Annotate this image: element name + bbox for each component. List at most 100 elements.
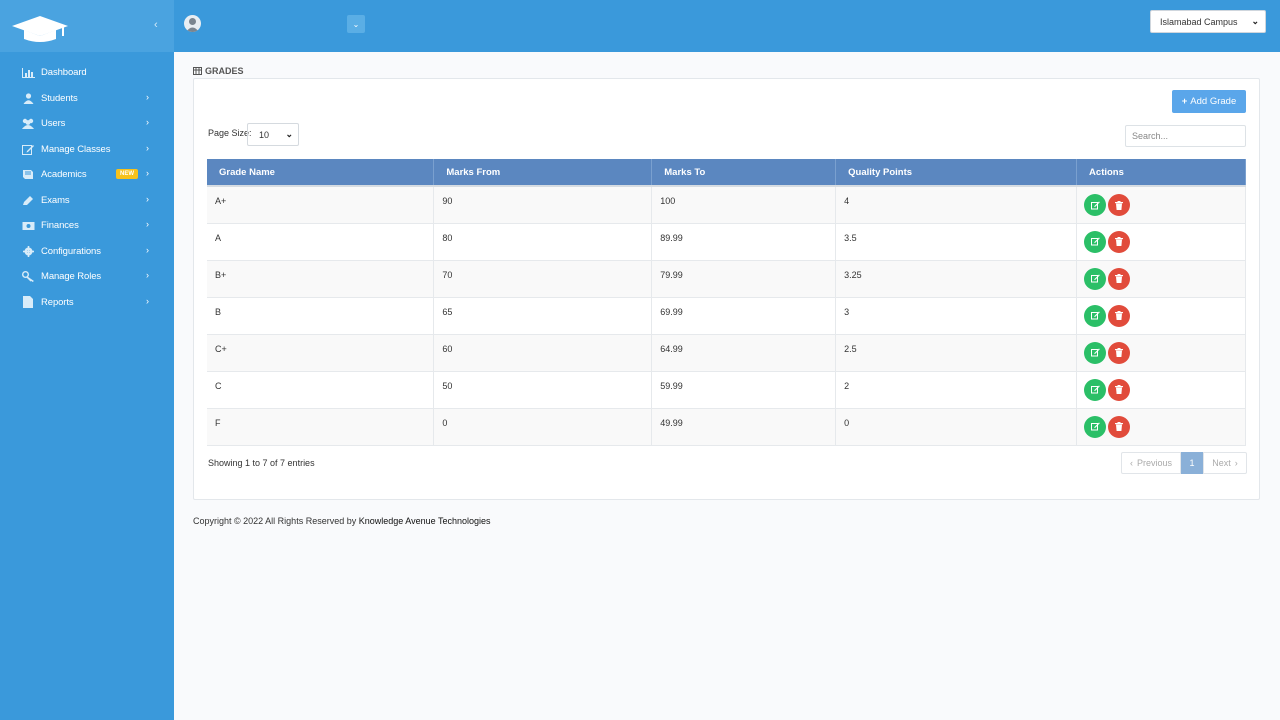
marks-from-cell: 60	[433, 334, 653, 372]
add-grade-label: Add Grade	[1190, 96, 1237, 107]
previous-label: Previous	[1136, 458, 1172, 468]
trash-icon	[1115, 274, 1124, 283]
edit-icon	[1090, 274, 1100, 283]
table-header-row: Grade Name Marks From Marks To Quality P…	[207, 159, 1246, 187]
sidebar-item-exams[interactable]: Exams ›	[0, 188, 174, 214]
sidebar-item-students[interactable]: Students ›	[0, 86, 174, 112]
sidebar-item-academics[interactable]: Academics NEW ›	[0, 162, 174, 188]
plus-icon: +	[1181, 96, 1188, 107]
gear-icon	[21, 245, 35, 257]
edit-grade-button[interactable]	[1084, 304, 1107, 327]
key-icon	[21, 271, 35, 283]
sidebar-item-label: Academics	[41, 169, 87, 181]
collapse-sidebar-icon[interactable]: ‹	[154, 19, 158, 31]
sidebar-item-label: Exams	[41, 194, 70, 206]
edit-grade-button[interactable]	[1084, 415, 1107, 438]
edit-grade-button[interactable]	[1084, 194, 1107, 216]
sidebar-item-finances[interactable]: Finances ›	[0, 213, 174, 239]
file-icon	[21, 296, 35, 309]
edit-grade-button[interactable]	[1084, 267, 1107, 290]
sidebar: ‹ Dashboard Students › Users › Manage Classes…	[0, 0, 174, 720]
marks-to-cell: 69.99	[651, 297, 837, 335]
quality-points-cell: 4	[835, 186, 1078, 224]
brand: ‹	[0, 0, 174, 52]
entries-info: Showing 1 to 7 of 7 entries	[208, 458, 315, 468]
edit-icon	[1090, 348, 1100, 357]
delete-grade-button[interactable]	[1108, 230, 1131, 253]
user-menu-dropdown-button[interactable]: ⌄	[347, 15, 365, 33]
previous-page-button[interactable]: ‹ Previous	[1121, 452, 1181, 474]
sidebar-item-manage-classes[interactable]: Manage Classes ›	[0, 137, 174, 163]
sidebar-item-dashboard[interactable]: Dashboard	[0, 60, 174, 86]
marks-from-cell: 90	[433, 186, 653, 224]
column-header-grade-name[interactable]: Grade Name	[207, 159, 435, 187]
table-row: C 50 59.99 2	[207, 371, 1246, 409]
pagination: ‹ Previous 1 Next ›	[1121, 452, 1247, 474]
page-number-button[interactable]: 1	[1181, 452, 1203, 474]
page-size-select[interactable]: 10 ⌄	[247, 123, 299, 146]
delete-grade-button[interactable]	[1108, 304, 1131, 327]
next-page-button[interactable]: Next ›	[1203, 452, 1247, 474]
chevron-down-icon: ⌄	[352, 19, 360, 29]
trash-icon	[1115, 237, 1124, 246]
chevron-right-icon: ›	[146, 295, 149, 306]
table-row: A 80 89.99 3.5	[207, 223, 1246, 261]
marks-to-cell: 100	[651, 186, 837, 224]
chevron-right-icon: ›	[146, 168, 149, 178]
sidebar-item-label: Finances	[41, 220, 79, 232]
grades-panel: + Add Grade Page Size: 10 ⌄ Grade Name M…	[193, 78, 1260, 500]
delete-grade-button[interactable]	[1108, 341, 1131, 364]
grades-table: Grade Name Marks From Marks To Quality P…	[207, 159, 1246, 446]
chevron-right-icon: ›	[146, 193, 149, 204]
sidebar-item-users[interactable]: Users ›	[0, 111, 174, 137]
sidebar-item-manage-roles[interactable]: Manage Roles ›	[0, 264, 174, 290]
edit-icon	[1090, 385, 1100, 394]
quality-points-cell: 3.25	[835, 260, 1078, 298]
edit-icon	[1090, 237, 1100, 246]
sidebar-item-configurations[interactable]: Configurations ›	[0, 239, 174, 265]
sidebar-item-label: Dashboard	[41, 67, 87, 79]
company-link[interactable]: Knowledge Avenue Technologies	[358, 516, 491, 526]
users-icon	[21, 118, 35, 130]
table-icon	[193, 67, 202, 75]
grades-table-body: A+ 90 100 4 A 80 89.99 3.5 B+ 70 79.99 3.25 B 65 69.99…	[207, 186, 1246, 446]
chevron-right-icon: ›	[1234, 458, 1238, 468]
delete-grade-button[interactable]	[1108, 378, 1131, 401]
marks-to-cell: 49.99	[651, 408, 837, 446]
grade-name-cell: F	[207, 408, 435, 446]
sidebar-item-label: Configurations	[41, 245, 101, 257]
actions-cell	[1076, 334, 1246, 372]
table-row: A+ 90 100 4	[207, 186, 1246, 224]
sidebar-item-reports[interactable]: Reports ›	[0, 290, 174, 316]
sidebar-item-label: Manage Classes	[41, 143, 111, 155]
table-row: B+ 70 79.99 3.25	[207, 260, 1246, 298]
grade-name-cell: B	[207, 297, 435, 335]
search-input[interactable]	[1125, 125, 1246, 147]
edit-grade-button[interactable]	[1084, 230, 1107, 253]
edit-icon	[1090, 422, 1100, 431]
trash-icon	[1115, 422, 1124, 431]
chevron-down-icon: ⌄	[1251, 16, 1259, 26]
quality-points-cell: 0	[835, 408, 1078, 446]
trash-icon	[1115, 311, 1124, 320]
campus-select-value: Islamabad Campus	[1160, 16, 1238, 27]
edit-icon	[1090, 201, 1100, 209]
chevron-right-icon: ›	[146, 219, 149, 229]
column-header-quality-points[interactable]: Quality Points	[835, 159, 1078, 187]
add-grade-button[interactable]: + Add Grade	[1172, 90, 1246, 113]
user-avatar[interactable]	[184, 15, 201, 32]
column-header-marks-to[interactable]: Marks To	[651, 159, 837, 187]
sidebar-item-label: Manage Roles	[41, 271, 102, 283]
delete-grade-button[interactable]	[1108, 267, 1131, 290]
edit-grade-button[interactable]	[1084, 378, 1107, 401]
marks-to-cell: 79.99	[651, 260, 837, 298]
graduation-cap-logo-icon[interactable]	[10, 14, 70, 47]
delete-grade-button[interactable]	[1108, 415, 1131, 438]
page-title: GRADES	[193, 66, 244, 76]
quality-points-cell: 3.5	[835, 223, 1078, 261]
delete-grade-button[interactable]	[1108, 194, 1131, 216]
table-row: B 65 69.99 3	[207, 297, 1246, 335]
column-header-marks-from[interactable]: Marks From	[433, 159, 653, 187]
edit-grade-button[interactable]	[1084, 341, 1107, 364]
campus-select[interactable]: Islamabad Campus ⌄	[1150, 10, 1266, 33]
